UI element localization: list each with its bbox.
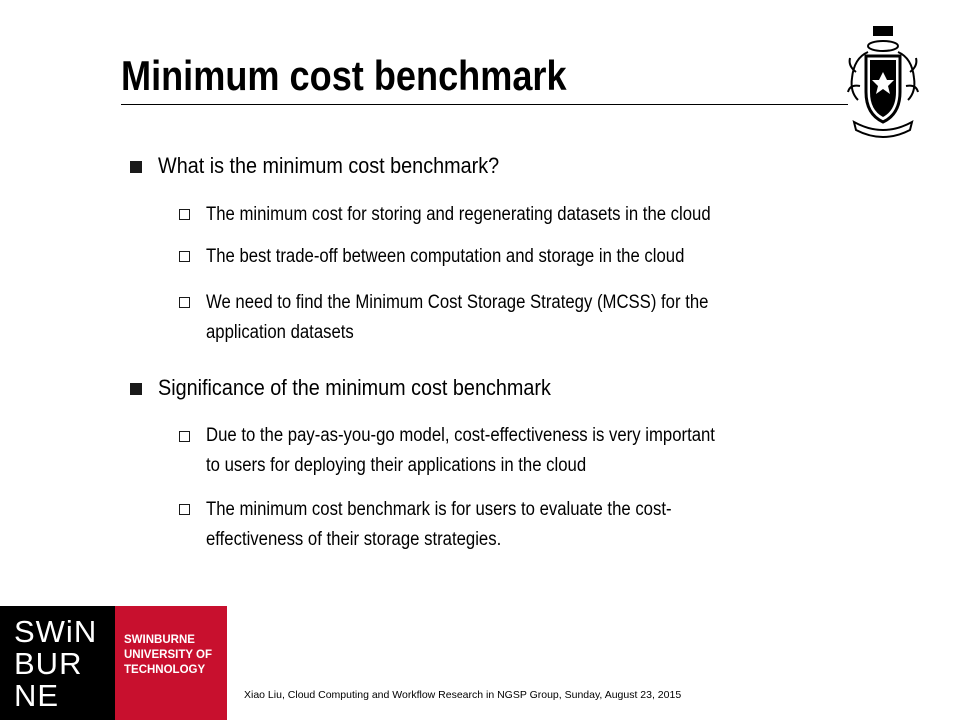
section-heading: What is the minimum cost benchmark? <box>158 153 500 178</box>
hollow-square-bullet <box>179 431 190 442</box>
logo-wordmark: SWiN BUR NE <box>14 614 98 713</box>
title-underline <box>121 104 848 105</box>
section-heading: Significance of the minimum cost benchma… <box>158 375 551 400</box>
bullet-item: Due to the pay-as-you-go model, cost-eff… <box>206 425 715 476</box>
hollow-square-bullet <box>179 297 190 308</box>
bullet-item: The best trade-off between computation a… <box>206 246 685 267</box>
hollow-square-bullet <box>179 251 190 262</box>
filled-square-bullet <box>130 383 142 395</box>
slide-title: Minimum cost benchmark <box>121 52 567 99</box>
hollow-square-bullet <box>179 209 190 220</box>
swinburne-logo: SWiN BUR NE SWINBURNE UNIVERSITY OF TECH… <box>0 606 227 720</box>
bullet-item: The minimum cost benchmark is for users … <box>206 499 672 550</box>
hollow-square-bullet <box>179 504 190 515</box>
logo-wordmark-panel: SWiN BUR NE <box>0 606 115 720</box>
bullet-item: The minimum cost for storing and regener… <box>206 204 711 225</box>
slide-footer: Xiao Liu, Cloud Computing and Workflow R… <box>244 689 682 701</box>
bullet-item: We need to find the Minimum Cost Storage… <box>206 292 709 343</box>
filled-square-bullet <box>130 161 142 173</box>
logo-text-panel: SWINBURNE UNIVERSITY OF TECHNOLOGY <box>115 606 227 720</box>
university-crest-icon <box>847 26 919 138</box>
logo-university-name: SWINBURNE UNIVERSITY OF TECHNOLOGY <box>124 634 212 676</box>
